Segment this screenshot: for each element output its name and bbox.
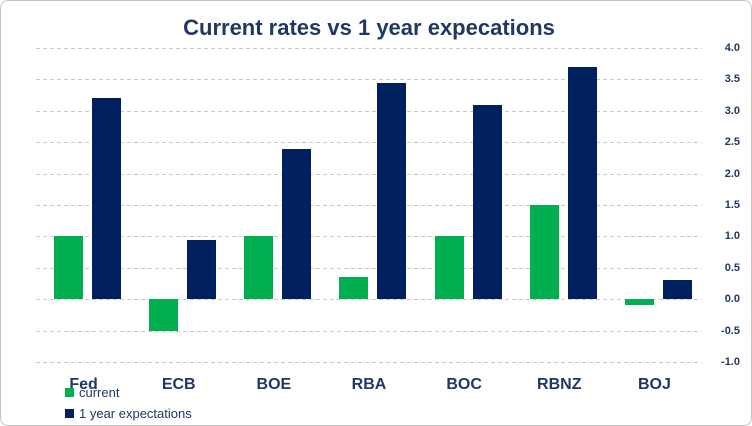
legend-label: current [79,385,120,400]
y-tick-label: 1.5 [724,199,740,211]
gridline [36,79,702,81]
legend-swatch-icon [65,388,74,397]
gridline [36,330,702,332]
legend-item: 1 year expectations [65,406,192,421]
y-tick-label: -1.0 [721,356,740,368]
bar-expectations-ecb [187,239,217,300]
y-tick-label: 4.0 [724,42,740,54]
gridline [36,205,702,206]
bar-current-fed [54,236,83,300]
gridline [36,267,702,269]
bar-expectations-boc [472,104,502,300]
gridline [36,362,702,363]
x-category-label: BOE [256,376,292,393]
bar-expectations-boe [282,148,312,300]
y-tick-label: 3.0 [724,104,740,117]
gridline [36,236,702,238]
x-category-label: RBNZ [537,376,582,393]
bar-current-boe [244,236,274,300]
gridline [36,142,702,144]
x-category-label: ECB [161,376,196,393]
chart-title: Current rates vs 1 year expecations [183,15,555,40]
y-tick-label: 1.0 [724,230,740,243]
y-tick-label: 2.5 [724,136,740,149]
bar-current-rbnz [529,205,559,300]
x-category-label: RBA [351,376,387,393]
bar-expectations-boj [662,280,692,300]
y-tick-label: 0.0 [724,293,740,306]
bar-current-boj [624,299,654,306]
gridline [36,48,702,49]
x-category-label: BOJ [637,376,671,393]
gridline [36,299,702,301]
y-tick-label: -0.5 [721,324,740,337]
bar-expectations-fed [92,98,121,300]
bar-current-ecb [149,299,179,331]
gridline [36,173,702,175]
bar-current-boc [434,236,464,300]
gridline [36,110,702,112]
bar-current-rba [339,277,369,300]
bar-expectations-rba [377,82,407,300]
plot-area [36,48,702,363]
legend-item: current [65,385,119,400]
y-axis: 4.0 3.5 3.0 2.5 2.0 1.5 1.0 0.5 0.0 -0.5 -1.0 [704,42,744,368]
bar-expectations-rbnz [567,66,597,300]
y-tick-label: 0.5 [724,261,740,274]
y-tick-label: 2.0 [724,167,740,180]
y-tick-label: 3.5 [724,73,740,86]
legend-label: 1 year expectations [79,406,192,421]
legend-swatch-icon [65,409,74,418]
x-axis: Fed ECB BOE RBA BOC RBNZ BOJ [36,376,702,394]
x-category-label: BOC [446,376,482,393]
x-category-label: Fed [69,376,98,393]
